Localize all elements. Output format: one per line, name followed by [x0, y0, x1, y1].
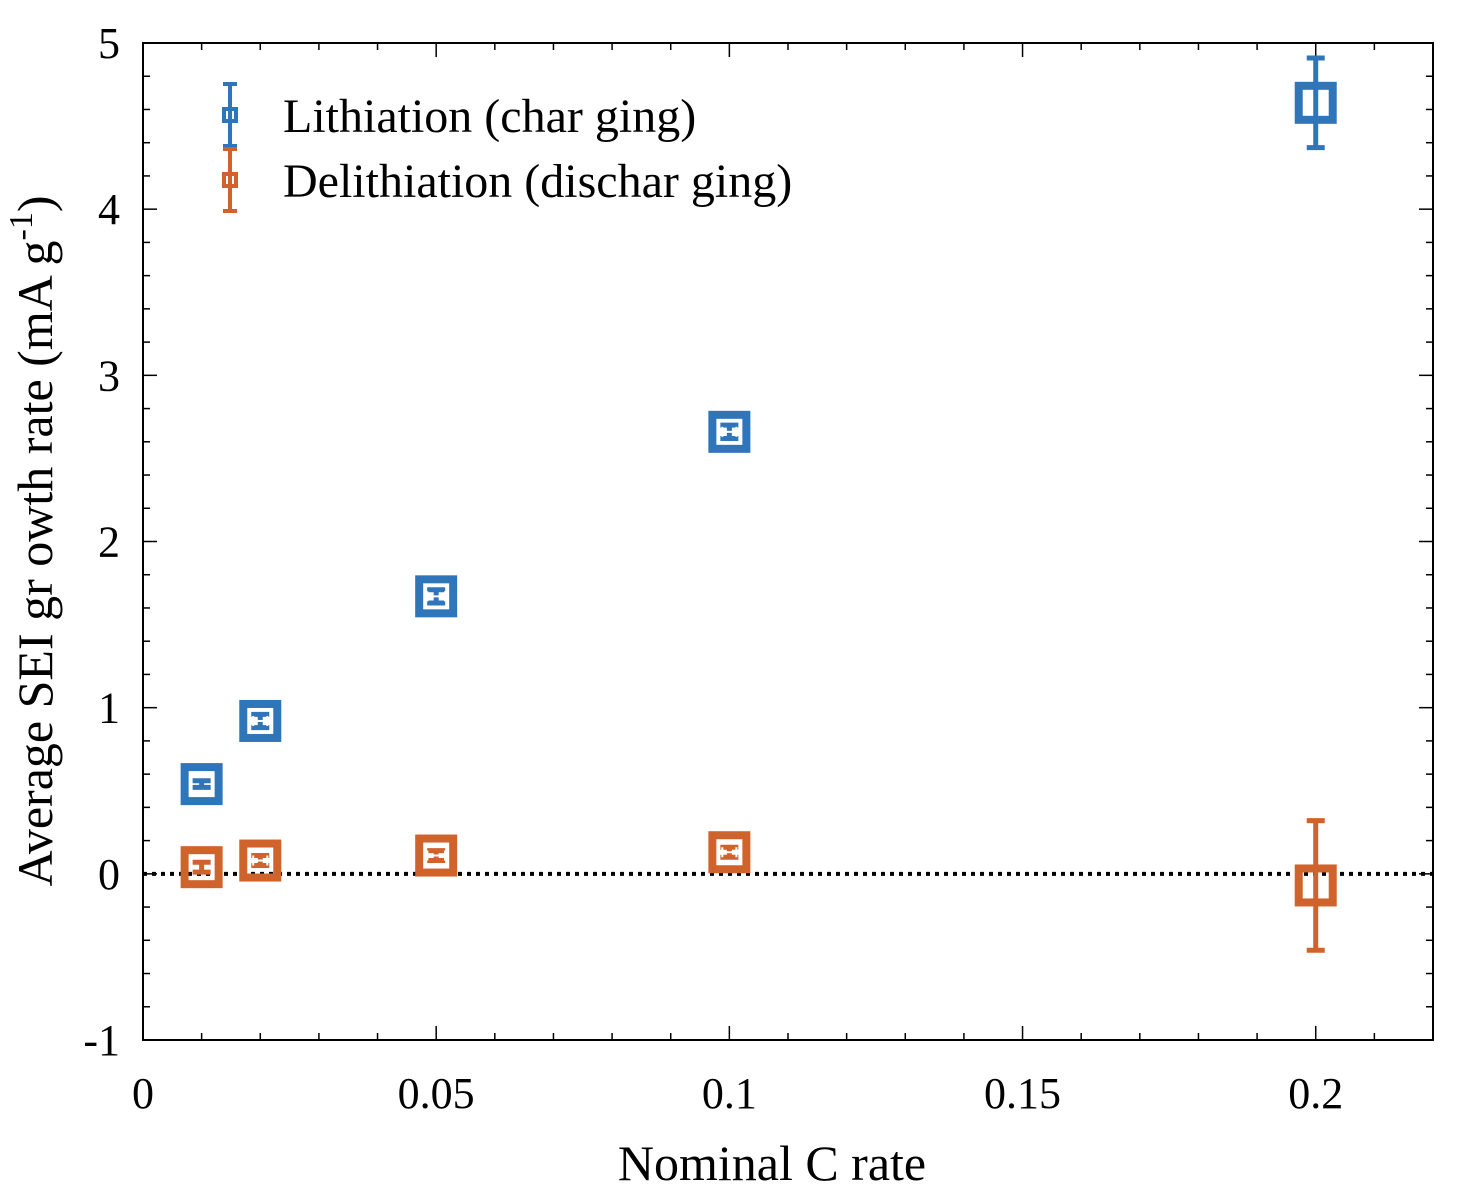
series-0	[180, 55, 1337, 806]
legend-square	[222, 172, 238, 188]
legend-entry-lithiation: Lithiation (char ging)	[222, 82, 696, 148]
plot-frame	[142, 42, 1434, 1041]
data-point	[1294, 55, 1337, 151]
y-tick-label: 1	[98, 684, 120, 733]
data-marker	[1294, 864, 1337, 907]
data-marker	[180, 763, 223, 806]
data-point	[239, 699, 282, 742]
data-marker	[1294, 81, 1337, 124]
x-tick-label: 0.15	[984, 1069, 1061, 1118]
x-axis-title: Nominal C rate	[618, 1135, 926, 1185]
data-series	[180, 55, 1337, 953]
y-tick-label: -1	[83, 1016, 120, 1065]
legend-entry-delithiation: Delithiation (dischar ging)	[222, 147, 792, 213]
data-point	[708, 410, 751, 453]
y-axis-title-main: Average SEI gr owth rate (mA g	[7, 240, 63, 886]
y-tick-label: 4	[98, 185, 120, 234]
x-tick-label: 0.05	[398, 1069, 475, 1118]
y-axis-title-close: )	[7, 195, 63, 212]
y-axis-title-superscript: -1	[3, 212, 40, 240]
data-point	[239, 839, 282, 882]
data-point	[180, 763, 223, 806]
y-tick-label: 5	[98, 19, 120, 68]
x-tick-label: 0	[132, 1069, 154, 1118]
legend-marker-lithiation	[222, 82, 238, 148]
data-marker	[708, 410, 751, 453]
data-marker	[239, 839, 282, 882]
data-marker	[415, 575, 458, 618]
data-marker	[708, 831, 751, 874]
data-point	[415, 834, 458, 877]
data-marker	[415, 834, 458, 877]
legend-label-delithiation: Delithiation (dischar ging)	[283, 155, 792, 208]
y-tick-label: 3	[98, 351, 120, 400]
data-marker	[180, 846, 223, 889]
y-axis-title: Average SEI gr owth rate (mA g-1)	[3, 195, 63, 886]
data-point	[415, 575, 458, 618]
data-point	[1294, 818, 1337, 953]
y-tick-label: 2	[98, 518, 120, 567]
legend-square	[222, 107, 238, 123]
x-tick-label: 0.1	[702, 1069, 757, 1118]
x-tick-label: 0.2	[1288, 1069, 1343, 1118]
data-marker	[239, 699, 282, 742]
legend-label-lithiation: Lithiation (char ging)	[283, 90, 696, 143]
series-1	[180, 818, 1337, 953]
data-point	[180, 846, 223, 889]
legend: Lithiation (char ging) Delithiation (dis…	[222, 82, 792, 213]
data-point	[708, 831, 751, 874]
legend-marker-delithiation	[222, 147, 238, 213]
y-tick-label: 0	[98, 850, 120, 899]
